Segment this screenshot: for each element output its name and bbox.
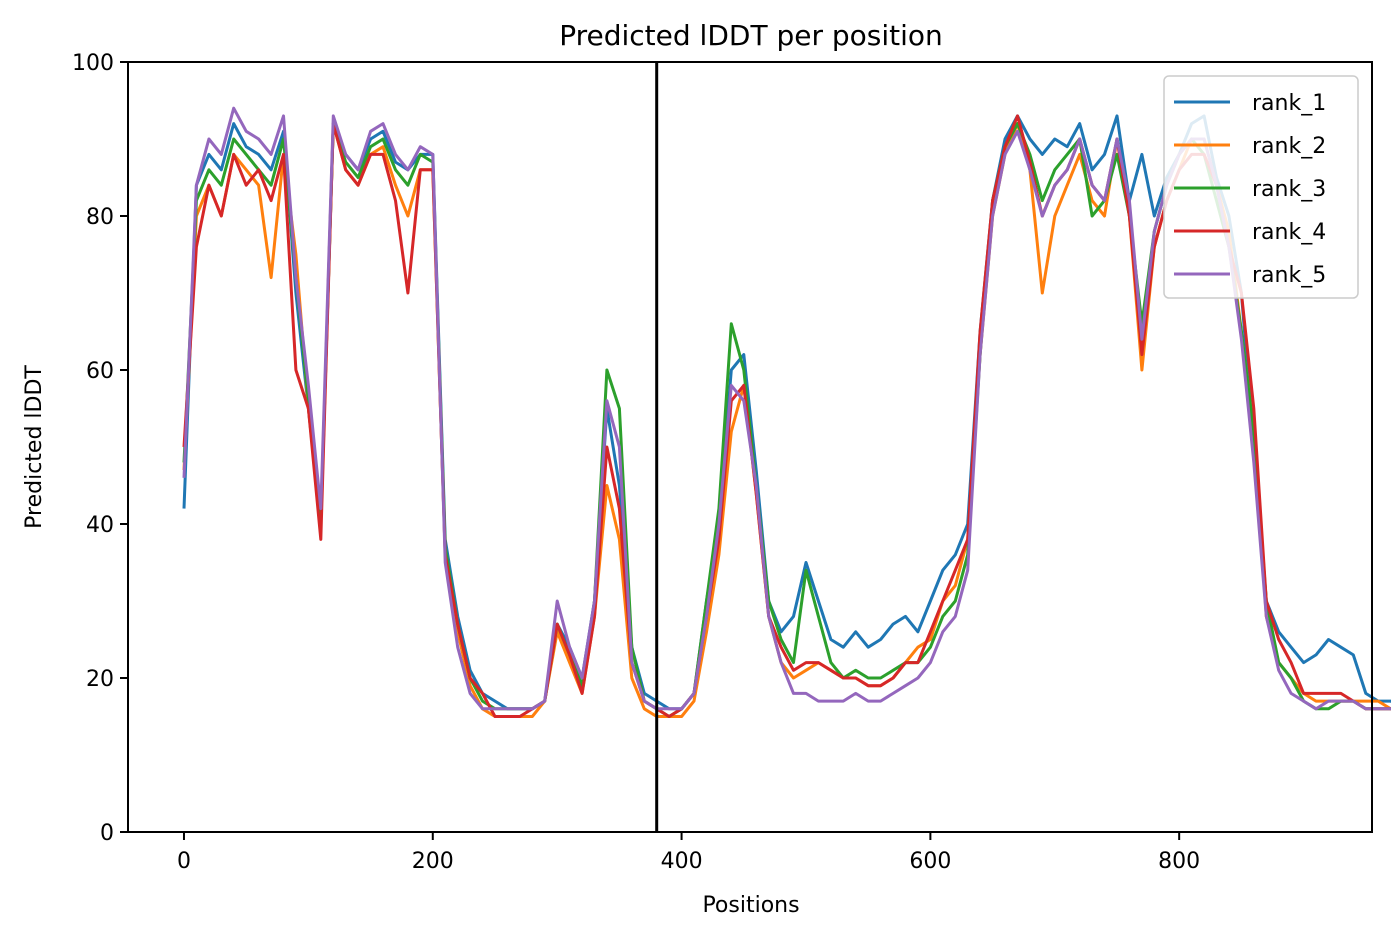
x-tick-label: 600 bbox=[909, 849, 951, 874]
y-tick-label: 80 bbox=[86, 205, 114, 230]
x-tick-label: 800 bbox=[1158, 849, 1200, 874]
y-axis-label: Predicted lDDT bbox=[22, 365, 47, 529]
chart-title: Predicted lDDT per position bbox=[559, 19, 943, 52]
legend: rank_1 rank_2 rank_3 rank_4 rank_5 bbox=[1163, 75, 1359, 299]
x-tick-label: 400 bbox=[661, 849, 703, 874]
x-tick-label: 0 bbox=[177, 849, 191, 874]
series-line-rank_5 bbox=[182, 106, 1391, 711]
x-tick-label: 200 bbox=[412, 849, 454, 874]
legend-label: rank_5 bbox=[1252, 263, 1326, 288]
y-tick-label: 0 bbox=[100, 821, 114, 846]
legend-label: rank_3 bbox=[1252, 177, 1326, 202]
plot-frame bbox=[127, 61, 1373, 833]
y-tick-label: 100 bbox=[72, 51, 114, 76]
x-axis-label: Positions bbox=[702, 893, 799, 918]
legend-label: rank_4 bbox=[1252, 220, 1326, 245]
y-tick-label: 60 bbox=[86, 359, 114, 384]
legend-label: rank_2 bbox=[1252, 134, 1326, 159]
legend-box bbox=[1163, 75, 1359, 299]
plot-area bbox=[182, 62, 1391, 832]
x-axis-ticks: 0 200 400 600 800 bbox=[177, 832, 1200, 874]
y-tick-label: 40 bbox=[86, 513, 114, 538]
legend-label: rank_1 bbox=[1252, 91, 1326, 116]
y-tick-label: 20 bbox=[86, 667, 114, 692]
y-axis-ticks: 0 20 40 60 80 100 bbox=[72, 51, 128, 846]
series-line-rank_1 bbox=[182, 114, 1391, 711]
